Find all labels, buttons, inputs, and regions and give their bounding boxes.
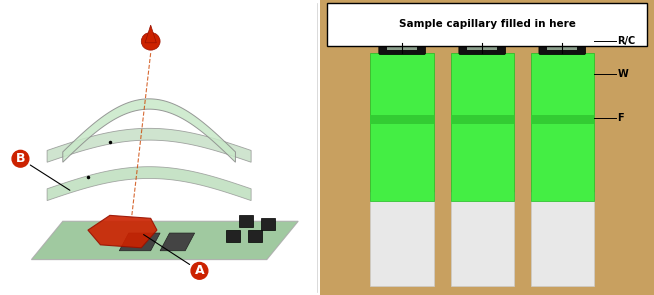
- FancyBboxPatch shape: [539, 16, 585, 55]
- FancyBboxPatch shape: [260, 218, 275, 230]
- FancyBboxPatch shape: [467, 30, 497, 50]
- FancyBboxPatch shape: [226, 230, 240, 242]
- FancyBboxPatch shape: [379, 16, 426, 55]
- FancyBboxPatch shape: [547, 30, 577, 50]
- FancyBboxPatch shape: [530, 192, 594, 286]
- Polygon shape: [47, 167, 251, 201]
- Polygon shape: [145, 25, 156, 43]
- Polygon shape: [47, 128, 251, 162]
- FancyBboxPatch shape: [327, 3, 647, 46]
- FancyBboxPatch shape: [530, 115, 594, 124]
- FancyBboxPatch shape: [370, 192, 434, 286]
- FancyBboxPatch shape: [239, 215, 252, 227]
- Text: B: B: [16, 152, 70, 190]
- FancyBboxPatch shape: [451, 115, 514, 124]
- Text: Sample capillary filled in here: Sample capillary filled in here: [399, 19, 576, 29]
- Polygon shape: [63, 99, 235, 162]
- Text: W: W: [617, 69, 628, 79]
- FancyBboxPatch shape: [451, 192, 514, 286]
- Text: F: F: [617, 113, 624, 123]
- FancyBboxPatch shape: [370, 53, 434, 201]
- FancyBboxPatch shape: [370, 115, 434, 124]
- FancyBboxPatch shape: [248, 230, 262, 242]
- FancyBboxPatch shape: [320, 0, 654, 295]
- Text: R/C: R/C: [617, 36, 636, 46]
- FancyBboxPatch shape: [387, 30, 417, 50]
- Text: A: A: [144, 235, 204, 277]
- FancyBboxPatch shape: [459, 16, 506, 55]
- FancyBboxPatch shape: [451, 53, 514, 201]
- Circle shape: [141, 32, 160, 50]
- Polygon shape: [119, 233, 160, 251]
- Polygon shape: [31, 221, 298, 260]
- Polygon shape: [88, 215, 157, 248]
- Polygon shape: [160, 233, 195, 251]
- FancyBboxPatch shape: [530, 53, 594, 201]
